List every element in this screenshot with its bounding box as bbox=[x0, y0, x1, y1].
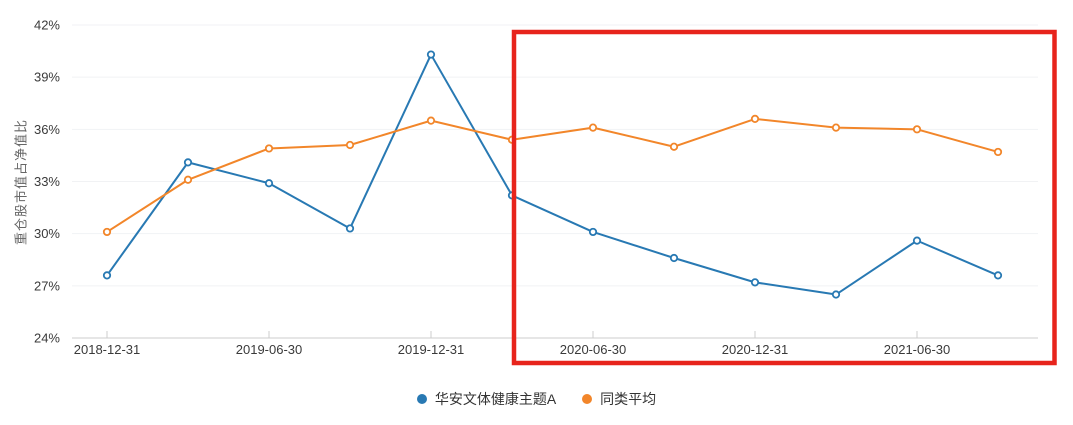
gridlines: 24% 27% 30% 33% 36% 39% 42% bbox=[34, 18, 1038, 346]
data-point-marker bbox=[426, 116, 436, 125]
legend-marker-fund-icon bbox=[416, 394, 427, 404]
y-tick-label: 24% bbox=[34, 331, 60, 346]
trend-line-chart: 24% 27% 30% 33% 36% 39% 42% 2018-12-31 2019-06-3… bbox=[34, 18, 1057, 366]
x-tick-label: 2021-06-30 bbox=[884, 342, 951, 357]
data-point-marker bbox=[264, 179, 274, 188]
x-tick-label: 2018-12-31 bbox=[74, 342, 141, 357]
x-tick-label: 2020-06-30 bbox=[560, 342, 627, 357]
y-axis-title: 重仓股市值占净值比 bbox=[13, 118, 29, 246]
data-point-marker bbox=[993, 147, 1003, 157]
data-point-marker bbox=[912, 236, 922, 245]
data-point-marker bbox=[669, 142, 679, 151]
data-point-marker bbox=[183, 175, 193, 184]
legend: 华安文体健康主题A 同类平均 bbox=[0, 389, 1073, 409]
y-tick-label: 30% bbox=[34, 226, 60, 241]
y-tick-label: 39% bbox=[34, 70, 60, 85]
data-point-marker bbox=[588, 227, 598, 237]
y-tick-label: 36% bbox=[34, 122, 60, 137]
legend-item-fund[interactable]: 华安文体健康主题A bbox=[416, 389, 557, 409]
y-tick-label: 42% bbox=[34, 18, 60, 33]
data-point-marker bbox=[831, 123, 841, 132]
data-point-marker bbox=[102, 227, 112, 237]
data-point-marker bbox=[102, 271, 112, 280]
data-point-marker bbox=[750, 278, 760, 287]
series-1 bbox=[102, 114, 1003, 237]
data-point-marker bbox=[426, 50, 436, 59]
legend-marker-category-average-icon bbox=[582, 394, 593, 404]
series-line-1 bbox=[106, 117, 999, 233]
series-line-0 bbox=[106, 53, 999, 296]
x-tick-label: 2019-12-31 bbox=[398, 342, 465, 357]
data-point-marker bbox=[912, 125, 922, 134]
data-point-marker bbox=[345, 224, 355, 233]
series-0 bbox=[102, 50, 1003, 299]
data-point-marker bbox=[588, 123, 598, 132]
y-tick-label: 27% bbox=[34, 278, 60, 293]
highlight-box bbox=[511, 29, 1057, 366]
data-point-marker bbox=[669, 253, 679, 263]
data-point-marker bbox=[345, 140, 355, 150]
data-point-marker bbox=[750, 114, 760, 124]
legend-label-category-average: 同类平均 bbox=[600, 391, 657, 407]
y-tick-label: 33% bbox=[34, 174, 60, 189]
x-tick-label: 2019-06-30 bbox=[236, 342, 303, 357]
legend-item-category-average[interactable]: 同类平均 bbox=[582, 389, 656, 409]
legend-label-fund: 华安文体健康主题A bbox=[434, 391, 557, 407]
data-point-marker bbox=[831, 290, 841, 299]
x-axis: 2018-12-31 2019-06-30 2019-12-31 2020-06-30… bbox=[74, 331, 951, 357]
x-tick-label: 2020-12-31 bbox=[722, 342, 789, 357]
data-point-marker bbox=[183, 158, 193, 167]
data-point-marker bbox=[264, 144, 274, 153]
data-point-marker bbox=[993, 271, 1003, 280]
